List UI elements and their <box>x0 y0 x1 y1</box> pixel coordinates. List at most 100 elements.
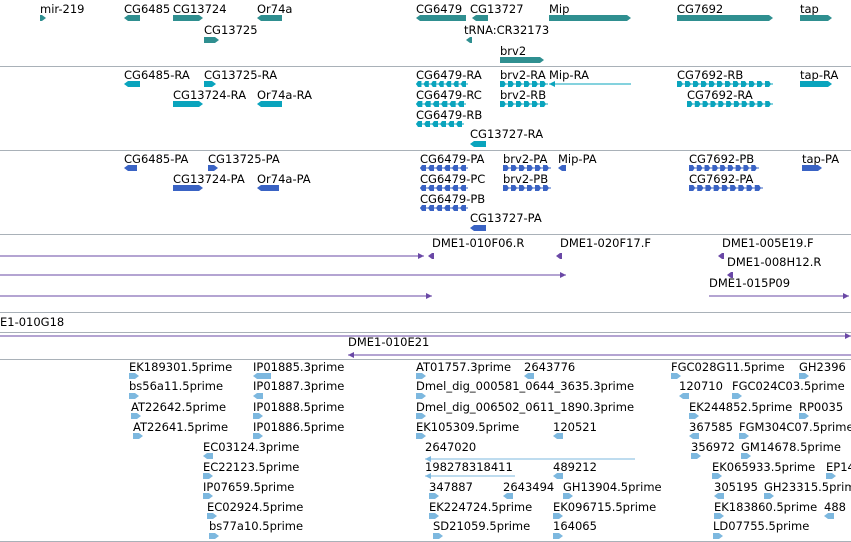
feature-label[interactable]: AT22641.5prime <box>133 420 229 434</box>
feature-label[interactable]: 2643494 <box>503 480 555 494</box>
feature-label[interactable]: EK105309.5prime <box>416 420 520 434</box>
feature-label[interactable]: LD07755.5prime <box>713 519 810 533</box>
reverse-strand-glyph[interactable] <box>470 141 487 148</box>
feature-label[interactable]: IP07659.5prime <box>203 480 295 494</box>
forward-strand-glyph[interactable] <box>0 272 567 279</box>
forward-strand-glyph[interactable] <box>429 493 440 500</box>
feature-label[interactable]: 347887 <box>429 480 473 494</box>
feature-label[interactable]: brv2-RA <box>500 68 546 82</box>
reverse-strand-glyph[interactable] <box>553 473 564 480</box>
feature-label[interactable]: EP14 <box>826 460 851 474</box>
feature-label[interactable]: CG6479-PC <box>420 172 486 186</box>
feature-label[interactable]: CG6479-RA <box>416 68 482 82</box>
feature-label[interactable]: DME1-008H12.R <box>727 255 822 269</box>
feature-label[interactable]: CG13724 <box>173 2 227 16</box>
forward-strand-glyph[interactable] <box>0 253 425 260</box>
feature-label[interactable]: CG13725-PA <box>208 152 280 166</box>
feature-label[interactable]: bs77a10.5prime <box>209 519 304 533</box>
feature-label[interactable]: AT22642.5prime <box>131 400 227 414</box>
feature-label[interactable]: Dmel_dig_006502_0611_1890.3prime <box>416 400 635 414</box>
forward-strand-glyph[interactable] <box>799 373 810 380</box>
feature-label[interactable]: CG13725 <box>204 23 258 37</box>
feature-label[interactable]: brv2-PB <box>503 172 549 186</box>
reverse-strand-glyph[interactable] <box>714 493 725 500</box>
feature-label[interactable]: GM14678.5prime <box>741 440 841 454</box>
feature-label[interactable]: FGC024C03.5prime <box>732 379 845 393</box>
forward-strand-glyph[interactable] <box>131 413 142 420</box>
reverse-strand-glyph[interactable] <box>503 493 514 500</box>
forward-strand-glyph[interactable] <box>129 373 140 380</box>
feature-label[interactable]: tap <box>800 2 819 16</box>
feature-label[interactable]: CG13724-RA <box>173 88 247 102</box>
forward-strand-glyph[interactable] <box>563 493 574 500</box>
reverse-strand-glyph[interactable] <box>420 165 469 172</box>
feature-label[interactable]: CG13727 <box>470 2 524 16</box>
feature-label[interactable]: EC03124.3prime <box>203 440 300 454</box>
forward-strand-glyph[interactable] <box>689 185 764 192</box>
feature-label[interactable]: tap-RA <box>800 68 839 82</box>
forward-strand-glyph[interactable] <box>689 165 760 172</box>
forward-strand-glyph[interactable] <box>826 473 837 480</box>
reverse-strand-glyph[interactable] <box>466 37 472 44</box>
feature-label[interactable]: CG7692-PA <box>689 172 754 186</box>
forward-strand-glyph[interactable] <box>802 165 823 172</box>
forward-strand-glyph[interactable] <box>764 493 775 500</box>
reverse-strand-glyph[interactable] <box>558 165 567 172</box>
feature-label[interactable]: Mip-RA <box>549 68 589 82</box>
reverse-strand-glyph[interactable] <box>549 81 632 88</box>
reverse-strand-glyph[interactable] <box>416 81 469 88</box>
forward-strand-glyph[interactable] <box>689 413 700 420</box>
forward-strand-glyph[interactable] <box>433 533 444 540</box>
feature-label[interactable]: DME1-010F06.R <box>432 236 525 250</box>
feature-label[interactable]: 488 <box>824 500 846 514</box>
reverse-strand-glyph[interactable] <box>416 121 465 128</box>
feature-label[interactable]: CG6485-RA <box>124 68 190 82</box>
forward-strand-glyph[interactable] <box>503 185 552 192</box>
feature-label[interactable]: 120521 <box>553 420 597 434</box>
feature-label[interactable]: IP01888.5prime <box>253 400 345 414</box>
forward-strand-glyph[interactable] <box>173 15 204 22</box>
forward-strand-glyph[interactable] <box>503 165 552 172</box>
forward-strand-glyph[interactable] <box>677 15 774 22</box>
forward-strand-glyph[interactable] <box>677 81 774 88</box>
reverse-strand-glyph[interactable] <box>727 272 733 279</box>
feature-label[interactable]: EC02924.5prime <box>207 500 304 514</box>
feature-label[interactable]: IP01886.5prime <box>253 420 345 434</box>
feature-label[interactable]: Dmel_dig_000581_0644_3635.3prime <box>416 379 635 393</box>
feature-label[interactable]: brv2-PA <box>503 152 548 166</box>
forward-strand-glyph[interactable] <box>713 533 724 540</box>
feature-label[interactable]: Mip-PA <box>558 152 597 166</box>
feature-label[interactable]: 164065 <box>553 519 597 533</box>
forward-strand-glyph[interactable] <box>500 101 549 108</box>
forward-strand-glyph[interactable] <box>173 185 204 192</box>
forward-strand-glyph[interactable] <box>253 433 264 440</box>
feature-label[interactable]: DME1-015P09 <box>709 276 791 290</box>
feature-label[interactable]: 120710 <box>679 379 723 393</box>
reverse-strand-glyph[interactable] <box>124 15 141 22</box>
reverse-strand-glyph[interactable] <box>425 473 516 480</box>
reverse-strand-glyph[interactable] <box>124 81 141 88</box>
feature-label[interactable]: 489212 <box>553 460 597 474</box>
forward-strand-glyph[interactable] <box>416 413 427 420</box>
forward-strand-glyph[interactable] <box>800 81 833 88</box>
forward-strand-glyph[interactable] <box>800 15 833 22</box>
feature-label[interactable]: Mip <box>549 2 570 16</box>
feature-label[interactable]: CG6485-PA <box>124 152 189 166</box>
feature-label[interactable]: CG6479 <box>416 2 463 16</box>
feature-label[interactable]: CG13725-RA <box>204 68 278 82</box>
forward-strand-glyph[interactable] <box>553 533 564 540</box>
feature-label[interactable]: SD21059.5prime <box>433 519 531 533</box>
feature-label[interactable]: DME1-005E19.F <box>722 236 814 250</box>
reverse-strand-glyph[interactable] <box>718 253 725 260</box>
forward-strand-glyph[interactable] <box>209 533 220 540</box>
feature-label[interactable]: brv2 <box>500 44 527 58</box>
feature-label[interactable]: mir-219 <box>40 2 85 16</box>
forward-strand-glyph[interactable] <box>204 81 217 88</box>
feature-label[interactable]: 356972 <box>691 440 735 454</box>
feature-label[interactable]: 2647020 <box>425 440 477 454</box>
reverse-strand-glyph[interactable] <box>416 101 467 108</box>
reverse-strand-glyph[interactable] <box>124 165 138 172</box>
forward-strand-glyph[interactable] <box>714 513 725 520</box>
forward-strand-glyph[interactable] <box>129 393 140 400</box>
forward-strand-glyph[interactable] <box>691 453 702 460</box>
